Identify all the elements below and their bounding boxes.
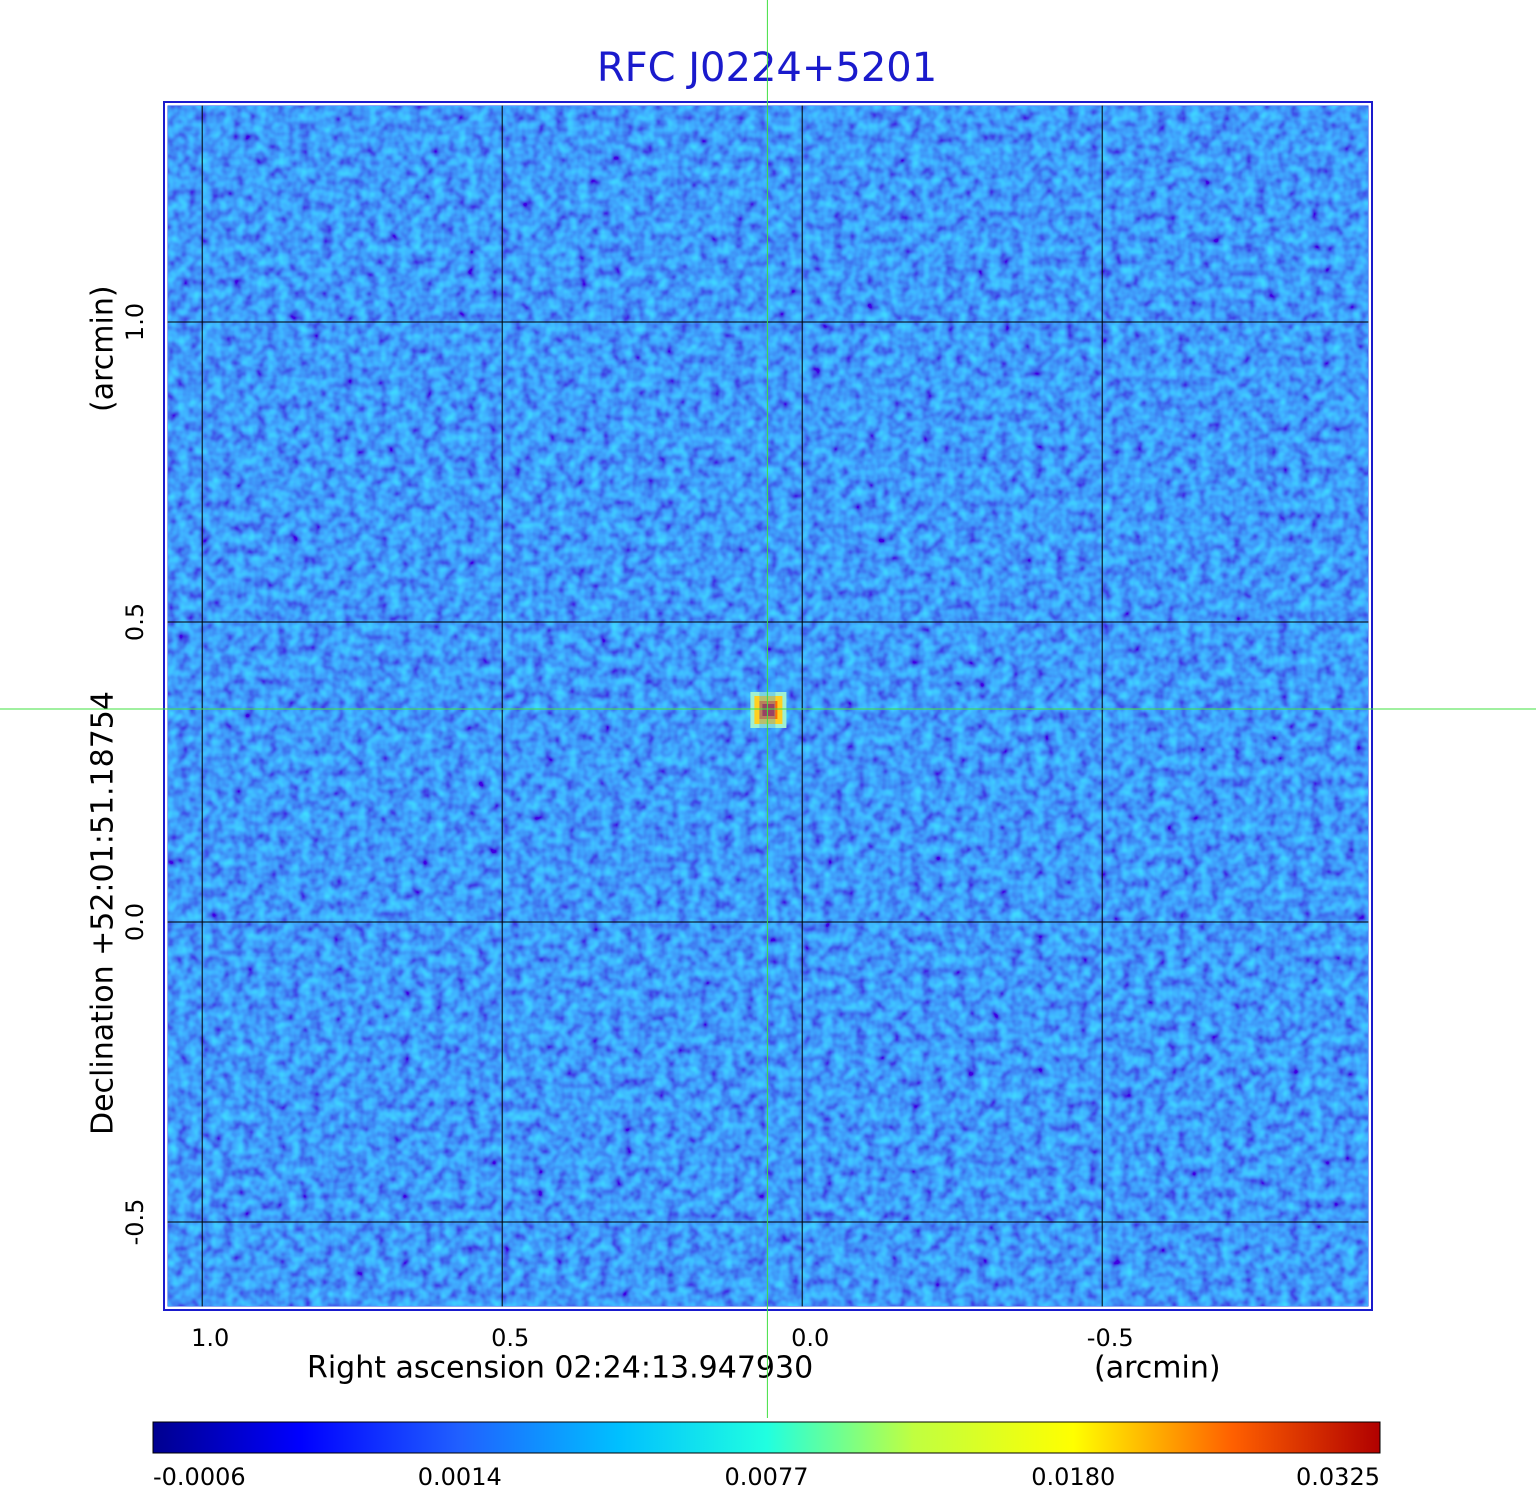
y-tick-label: 0.0: [121, 903, 149, 941]
x-tick-label: 1.0: [191, 1324, 229, 1352]
colorbar-tick-label: -0.0006: [153, 1463, 246, 1491]
colorbar-tick-label: 0.0014: [418, 1463, 502, 1491]
y-tick-label: -0.5: [121, 1199, 149, 1246]
colorbar-tick-label: 0.0077: [725, 1463, 809, 1491]
x-tick-label: 0.0: [791, 1324, 829, 1352]
y-tick-label: 1.0: [121, 303, 149, 341]
source: [762, 704, 775, 716]
y-axis-label: Declination +52:01:51.18754: [86, 691, 121, 1135]
colorbar-tick-label: 0.0325: [1296, 1463, 1380, 1491]
x-tick-label: 0.5: [491, 1324, 529, 1352]
x-tick-label: -0.5: [1087, 1324, 1134, 1352]
y-axis-unit: (arcmin): [86, 285, 121, 412]
frame: [163, 101, 1373, 1311]
y-tick-label: 0.5: [121, 603, 149, 641]
x-axis-label: Right ascension 02:24:13.947930: [307, 1351, 813, 1386]
colorbar-tick-label: 0.0180: [1031, 1463, 1115, 1491]
x-axis-unit: (arcmin): [1094, 1351, 1221, 1386]
colorbar: [152, 1421, 1381, 1454]
